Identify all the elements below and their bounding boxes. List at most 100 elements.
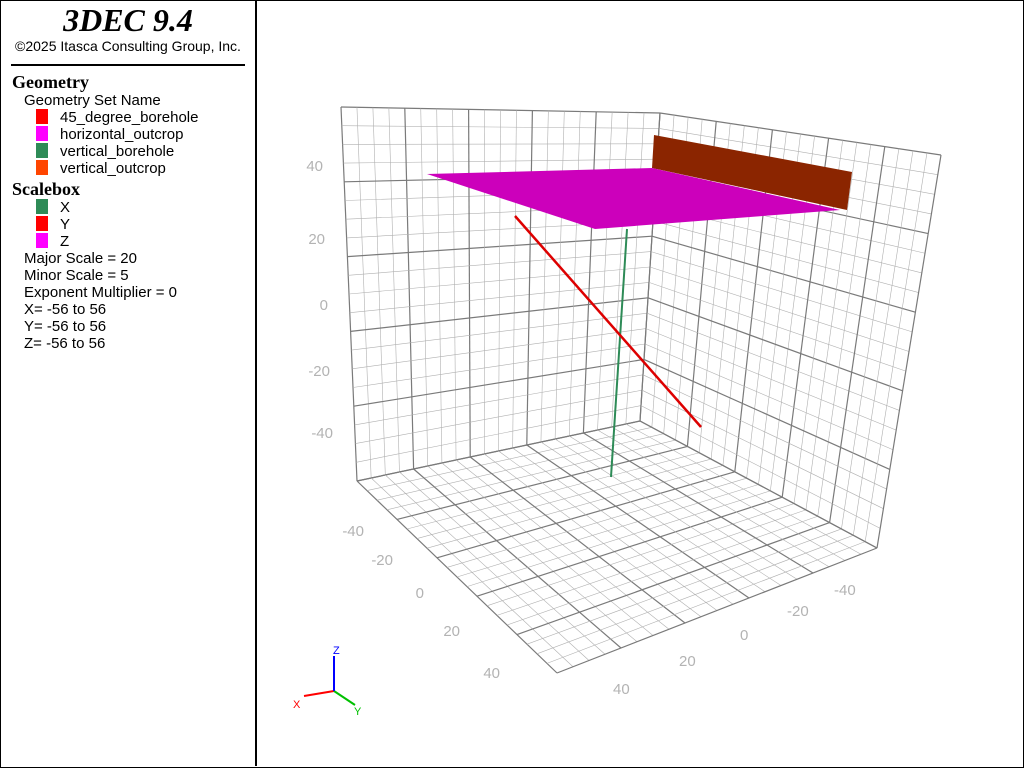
- 3d-model-view[interactable]: 40 20 0 -20 -40 -40 -20 0 20 40 -40 -20 …: [257, 1, 1022, 766]
- grid-line: [644, 343, 894, 451]
- grid-line: [486, 503, 795, 607]
- minor-scale-text: Minor Scale = 5: [24, 267, 129, 284]
- grid-line: [554, 111, 565, 440]
- grid-line: [876, 154, 942, 549]
- grid-line: [506, 515, 818, 626]
- grid-line: [512, 110, 517, 449]
- geometry-item-vertical-borehole: vertical_borehole: [60, 143, 175, 160]
- grid-line: [456, 484, 759, 578]
- grid-line: [646, 312, 900, 411]
- grid-line: [348, 266, 651, 295]
- geometry-swatch-45-degree-borehole: [36, 109, 48, 124]
- grid-line: [476, 496, 783, 597]
- geometry-item-horizontal-outcrop: horizontal_outcrop: [60, 126, 184, 143]
- right-axis-tick-label: -20: [787, 603, 809, 620]
- grid-line: [568, 111, 581, 437]
- scene-canvas[interactable]: 40 20 0 -20 -40 -40 -20 0 20 40 -40 -20 …: [257, 1, 1022, 766]
- legend-panel: 3DEC 9.4 ©2025 Itasca Consulting Group, …: [1, 1, 257, 766]
- grid-line: [640, 405, 881, 529]
- exponent-multiplier-text: Exponent Multiplier = 0: [24, 284, 178, 301]
- axis-triad: X Y Z: [293, 645, 362, 718]
- geometry-swatch-vertical-borehole: [36, 143, 48, 158]
- grid-line: [647, 297, 903, 392]
- front-axis-tick-label: 20: [443, 623, 460, 640]
- geometry-layer: [427, 135, 852, 478]
- scalebox-grid: [340, 106, 942, 674]
- right-axis-tick-label: 40: [613, 681, 630, 698]
- vertical-borehole[interactable]: [610, 228, 628, 478]
- geometry-set-label: Geometry Set Name: [24, 92, 161, 109]
- scalebox-item-z: Z: [60, 233, 70, 250]
- grid-line: [352, 343, 646, 388]
- grid-line: [536, 535, 854, 655]
- grid-line: [540, 110, 549, 443]
- y-range-text: Y= -56 to 56: [24, 318, 107, 335]
- grid-line: [540, 441, 766, 592]
- right-axis-tick-label: 0: [740, 627, 748, 644]
- triad-y-label: Y: [354, 706, 362, 718]
- grid-line: [526, 444, 750, 599]
- grid-line: [648, 282, 906, 372]
- z-tick-label: 0: [320, 297, 328, 314]
- grid-line: [597, 112, 613, 431]
- grid-line: [643, 358, 891, 470]
- major-scale-text: Major Scale = 20: [24, 250, 137, 267]
- geometry-section-title: Geometry: [12, 72, 89, 92]
- horizontal-outcrop[interactable]: [427, 168, 840, 229]
- scalebox-swatch-y: [36, 216, 48, 231]
- grid-line: [611, 426, 846, 561]
- grid-line: [516, 522, 830, 636]
- geometry-swatch-vertical-outcrop: [36, 160, 48, 175]
- 45-degree-borehole[interactable]: [514, 215, 702, 428]
- triad-y-axis: [333, 690, 356, 706]
- grid-line: [554, 438, 782, 586]
- front-axis-tick-label: -20: [371, 552, 393, 569]
- grid-line: [352, 328, 647, 370]
- grid-line: [526, 528, 842, 645]
- geometry-item-vertical-outcrop: vertical_outcrop: [60, 160, 166, 177]
- right-axis-tick-label: -40: [834, 582, 856, 599]
- front-axis-tick-label: -40: [342, 523, 364, 540]
- grid-line: [353, 358, 645, 407]
- grid-line: [355, 389, 643, 444]
- vertical-outcrop[interactable]: [652, 135, 852, 210]
- front-axis-tick-label: 40: [483, 665, 500, 682]
- grid-line: [466, 490, 771, 587]
- right-axis-tick-label: 20: [679, 653, 696, 670]
- grid-line: [611, 112, 629, 428]
- grid-line: [853, 150, 914, 536]
- z-tick-label: -40: [311, 425, 333, 442]
- triad-x-axis: [303, 690, 335, 697]
- scalebox-section-title: Scalebox: [12, 179, 81, 199]
- grid-line: [829, 146, 886, 523]
- grid-line: [649, 266, 910, 352]
- grid-line: [351, 312, 648, 351]
- grid-line: [642, 374, 887, 490]
- grid-line: [349, 282, 650, 313]
- geometry-swatch-horizontal-outcrop: [36, 126, 48, 141]
- grid-line: [645, 328, 897, 431]
- scalebox-item-x: X: [60, 199, 71, 216]
- grid-line: [582, 111, 597, 434]
- z-tick-label: 20: [308, 231, 325, 248]
- grid-line: [817, 144, 872, 517]
- axis-tick-labels: 40 20 0 -20 -40 -40 -20 0 20 40 -40 -20 …: [306, 158, 855, 698]
- scalebox-swatch-x: [36, 199, 48, 214]
- grid-line: [526, 110, 533, 446]
- triad-z-label: Z: [333, 645, 340, 657]
- scalebox-item-y: Y: [60, 216, 71, 233]
- grid-line: [841, 148, 900, 529]
- grid-line: [496, 509, 806, 616]
- z-range-text: Z= -56 to 56: [24, 335, 106, 352]
- grid-line: [354, 374, 644, 426]
- grid-line: [583, 432, 814, 574]
- grid-line: [512, 447, 734, 605]
- grid-line: [546, 541, 866, 664]
- legend-divider: [11, 64, 245, 66]
- app-title: 3DEC 9.4: [63, 2, 193, 38]
- grid-line: [805, 142, 857, 510]
- grid-line: [625, 112, 645, 425]
- grid-line: [639, 420, 878, 549]
- grid-line: [641, 389, 884, 509]
- grid-line: [597, 429, 830, 568]
